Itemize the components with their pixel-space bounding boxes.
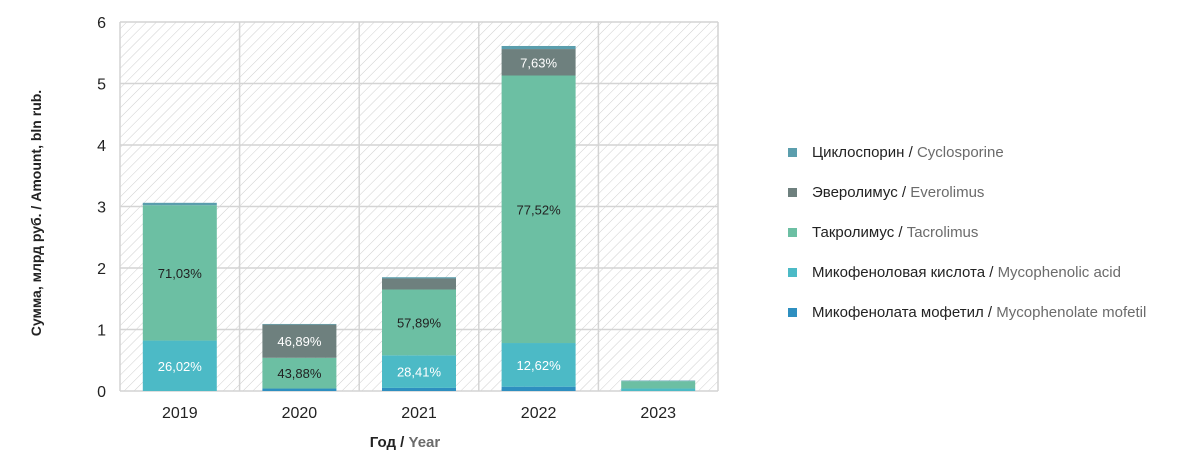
bar-segment	[142, 205, 217, 341]
y-tick-label: 3	[97, 200, 106, 217]
x-tick-label: 2022	[521, 405, 557, 422]
x-axis-label-sep: /	[396, 434, 409, 451]
legend-label-en: Everolimus	[910, 183, 985, 201]
bar-segment	[382, 289, 456, 356]
bar-segment	[382, 387, 456, 391]
bar-segment	[262, 357, 337, 389]
data-label: 71,03%	[158, 266, 203, 281]
bar-segment	[262, 323, 337, 325]
bar-segment	[382, 277, 456, 279]
bars: 26,02% 71,03% 43,88% 46,89% 28,41% 57,89% 12,6…	[142, 45, 696, 391]
data-label: 28,41%	[397, 365, 442, 380]
legend-separator: /	[983, 303, 997, 321]
legend-label-ru: Микофеноловая кислота	[812, 263, 986, 281]
y-axis-label: Сумма, млрд руб. / Amount, bln rub.	[28, 90, 44, 336]
x-tick-label: 2019	[162, 405, 198, 422]
legend-separator: /	[894, 223, 907, 241]
bar-segment	[621, 388, 696, 391]
data-label: 26,02%	[158, 359, 203, 374]
legend-swatch	[788, 307, 797, 317]
y-tick-label: 0	[97, 384, 106, 401]
bar-segment	[501, 343, 576, 387]
legend-swatch	[788, 147, 797, 157]
y-axis-ticks: 0 1 2 3 4 5 6	[97, 15, 106, 401]
data-label: 57,89%	[397, 315, 442, 330]
legend-label-en: Mycophenolate mofetil	[996, 303, 1147, 321]
x-axis-label-en: Year	[409, 434, 441, 451]
legend-label-en: Cyclosporine	[916, 143, 1004, 161]
legend-label-ru: Микофенолата мофетил	[812, 303, 984, 321]
legend-item: Циклоспорин / Cyclosporine	[788, 132, 1198, 172]
x-axis-ticks: 2019 2020 2021 2022 2023	[162, 405, 676, 422]
legend-item: Такролимус / Tacrolimus	[788, 212, 1198, 252]
legend-swatch	[788, 267, 797, 277]
bar-segment	[382, 278, 456, 290]
legend-item: Микофенолата мофетил / Mycophenolate mof…	[788, 292, 1198, 332]
legend-item: Эверолимус / Everolimus	[788, 172, 1198, 212]
data-label: 77,52%	[517, 202, 562, 217]
bar-segment	[262, 388, 337, 391]
x-tick-label: 2021	[401, 405, 437, 422]
legend-swatch	[788, 227, 797, 237]
legend-separator: /	[985, 263, 998, 281]
legend-separator: /	[904, 143, 917, 161]
data-label: 46,89%	[277, 334, 322, 349]
bar-segment	[382, 355, 456, 388]
legend-label-en: Mycophenolic acid	[997, 263, 1121, 281]
x-axis-label-ru: Год	[370, 434, 397, 451]
x-tick-label: 2020	[282, 405, 318, 422]
bar-segment	[262, 324, 337, 358]
legend: Циклоспорин / Cyclosporine Эверолимус / E…	[788, 132, 1198, 332]
bar-segment	[142, 202, 217, 206]
y-tick-label: 5	[97, 77, 106, 94]
y-tick-label: 6	[97, 15, 106, 32]
x-axis-label: Год / Year	[370, 434, 441, 451]
y-tick-label: 1	[97, 323, 106, 340]
x-tick-label: 2023	[640, 405, 676, 422]
bar-segment	[501, 45, 576, 50]
legend-item: Микофеноловая кислота / Mycophenolic aci…	[788, 252, 1198, 292]
y-tick-label: 4	[97, 138, 106, 155]
bar-segment	[142, 340, 217, 391]
bar-segment	[501, 386, 576, 391]
data-label: 12,62%	[517, 358, 562, 373]
legend-label-ru: Эверолимус	[812, 183, 898, 201]
bar-segment	[501, 49, 576, 76]
legend-swatch	[788, 187, 797, 197]
bar-segment	[621, 380, 696, 382]
y-tick-label: 2	[97, 261, 106, 278]
data-label: 7,63%	[520, 55, 557, 70]
bar-segment	[621, 381, 696, 389]
data-label: 43,88%	[277, 366, 322, 381]
bar-segment	[501, 75, 576, 344]
legend-label-en: Tacrolimus	[906, 223, 979, 241]
legend-separator: /	[897, 183, 911, 201]
legend-label-ru: Такролимус	[812, 223, 895, 241]
legend-label-ru: Циклоспорин	[812, 143, 905, 161]
